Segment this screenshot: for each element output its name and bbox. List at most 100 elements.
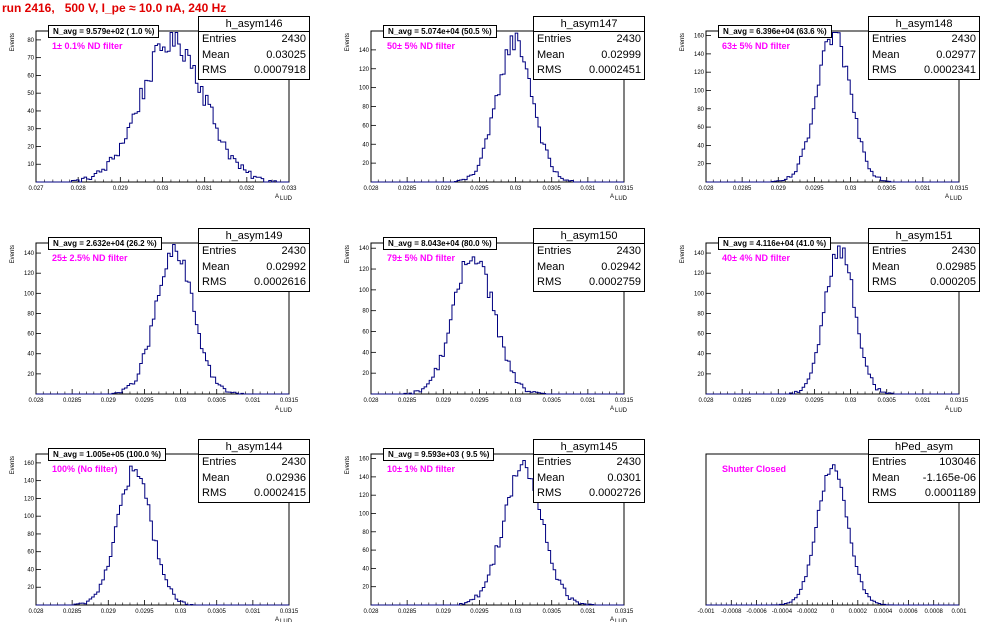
x-tick-label: 0.0295 [135, 609, 154, 615]
stat-label: RMS [872, 276, 897, 288]
stat-label: Mean [202, 48, 230, 61]
y-tick-label: 100 [359, 288, 370, 294]
stat-row-rms: RMS 0.000205 [869, 275, 979, 291]
stat-row-entries: Entries 2430 [199, 244, 309, 260]
y-axis-title: Events [345, 245, 351, 263]
stats-box: h_asym144 Entries 2430 Mean 0.02936 RMS 0.0002… [198, 439, 310, 503]
x-tick-label: 0.0008 [925, 609, 944, 615]
stats-box: h_asym147 Entries 2430 Mean 0.02999 RMS 0.0002… [533, 16, 645, 80]
x-tick-label: 0.0305 [543, 609, 562, 615]
stat-label: Entries [537, 456, 572, 468]
stat-value: 0.02936 [266, 471, 306, 484]
plot-frame [705, 242, 960, 395]
x-axis-title: A [610, 617, 614, 622]
stat-row-rms: RMS 0.0002415 [199, 486, 309, 502]
x-tick-label: 0.0315 [615, 609, 634, 615]
x-tick-label: 0.0002 [849, 609, 868, 615]
x-axis-title: A [945, 194, 949, 200]
stat-value: 0.03025 [266, 48, 306, 61]
stat-label: Entries [202, 245, 237, 257]
stat-value: 2430 [616, 456, 641, 468]
y-tick-label: 80 [27, 38, 34, 44]
x-tick-label: 0.028 [698, 398, 714, 404]
y-tick-label: 100 [694, 88, 705, 94]
x-tick-label: -0.0006 [746, 609, 767, 615]
stat-row-mean: Mean 0.02936 [199, 471, 309, 487]
stat-label: Mean [202, 260, 230, 273]
x-tick-label: 0.001 [951, 609, 967, 615]
stats-box: hPed_asym Entries 103046 Mean -1.165e-06 RMS 0… [868, 439, 980, 503]
x-axis-title-sub: LUD [950, 408, 963, 414]
x-tick-label: 0.0295 [470, 609, 489, 615]
x-tick-label: 0.031 [245, 398, 261, 404]
x-tick-label: -0.0008 [721, 609, 742, 615]
stat-value: 0.02942 [601, 260, 641, 273]
stats-box: h_asym151 Entries 2430 Mean 0.02985 RMS 0.0002… [868, 228, 980, 292]
x-tick-label: 0.03 [510, 609, 522, 615]
filter-annotation: 100% (No filter) [52, 464, 118, 474]
histogram-line [36, 32, 289, 183]
stats-box: h_asym149 Entries 2430 Mean 0.02992 RMS 0.0002… [198, 228, 310, 292]
filter-annotation: 79± 5% ND filter [387, 253, 455, 263]
stat-row-rms: RMS 0.0002341 [869, 63, 979, 79]
plot-frame [370, 242, 625, 395]
run-title: run 2416, 500 V, I_pe ≈ 10.0 nA, 240 Hz [2, 1, 227, 15]
y-tick-label: 120 [24, 271, 35, 277]
stat-label: Entries [872, 456, 907, 468]
stat-value: 0.0301 [607, 471, 641, 484]
x-tick-label: 0.0315 [615, 186, 634, 192]
stat-label: Mean [872, 260, 900, 273]
stat-value: 0.0002451 [589, 64, 641, 76]
x-tick-label: 0.031 [580, 186, 596, 192]
y-tick-label: 40 [27, 109, 34, 115]
x-tick-label: 0.0285 [733, 398, 752, 404]
y-tick-label: 10 [27, 162, 34, 168]
histogram-name: h_asym151 [869, 229, 979, 244]
stat-row-rms: RMS 0.0002451 [534, 63, 644, 79]
x-tick-label: 0.0305 [878, 398, 897, 404]
stat-row-entries: Entries 2430 [869, 32, 979, 48]
x-axis-title: A [610, 406, 614, 412]
y-tick-label: 20 [362, 161, 369, 167]
y-tick-label: 100 [24, 514, 35, 520]
y-tick-label: 160 [24, 461, 35, 467]
histogram-line [706, 464, 959, 606]
stat-label: RMS [202, 487, 227, 499]
stat-row-rms: RMS 0.0001189 [869, 486, 979, 502]
stat-row-mean: Mean 0.03025 [199, 48, 309, 64]
x-tick-label: 0.028 [363, 186, 379, 192]
y-tick-label: 40 [362, 142, 369, 148]
stat-row-mean: Mean 0.02942 [534, 260, 644, 276]
x-tick-label: 0.0295 [470, 186, 489, 192]
stat-row-mean: Mean 0.02992 [199, 260, 309, 276]
x-tick-label: 0.0305 [543, 398, 562, 404]
stat-value: 0.0002415 [254, 487, 306, 499]
y-axis-title: Events [680, 33, 686, 51]
stat-row-rms: RMS 0.0002726 [534, 486, 644, 502]
x-tick-label: 0.0285 [398, 609, 417, 615]
stat-row-mean: Mean 0.0301 [534, 471, 644, 487]
navg-label: N_avg = 6.396e+04 (63.6 %) [718, 25, 832, 38]
y-tick-label: 140 [359, 48, 370, 54]
x-axis-title-sub: LUD [280, 196, 293, 202]
stat-label: RMS [537, 64, 562, 76]
y-tick-label: 60 [362, 548, 369, 554]
x-tick-label: 0.0295 [805, 398, 824, 404]
x-tick-label: 0.03 [175, 398, 187, 404]
y-tick-label: 80 [362, 105, 369, 111]
histogram-line [36, 465, 289, 606]
y-tick-label: 100 [359, 86, 370, 92]
stat-value: 2430 [281, 456, 306, 468]
x-tick-label: 0.0285 [63, 609, 82, 615]
x-tick-label: 0.031 [580, 398, 596, 404]
x-axis-title-sub: LUD [280, 408, 293, 414]
x-tick-label: 0 [831, 609, 835, 615]
y-tick-label: 20 [362, 585, 369, 591]
y-axis-title: Events [10, 245, 16, 263]
stat-row-entries: Entries 2430 [199, 32, 309, 48]
y-tick-label: 40 [27, 352, 34, 358]
y-tick-label: 20 [27, 144, 34, 150]
x-tick-label: 0.0285 [398, 398, 417, 404]
